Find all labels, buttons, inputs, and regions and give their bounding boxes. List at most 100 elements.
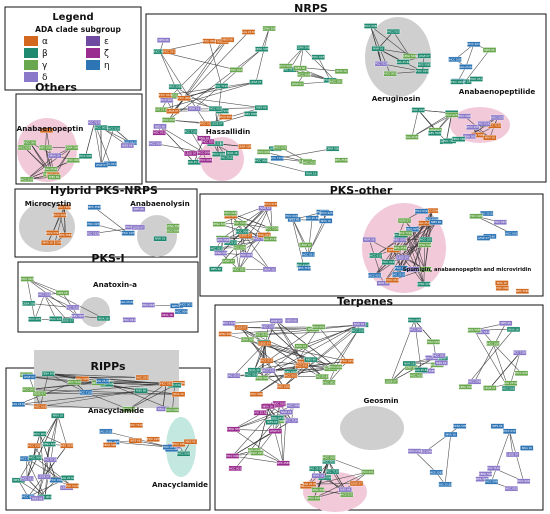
bgc-node-label: NIVA 16	[460, 80, 471, 84]
bgc-node-label: UHCC 0060	[457, 114, 472, 118]
bgc-node-box	[417, 281, 431, 287]
bgc-node-label: SAG 25.82	[61, 476, 75, 480]
bgc-node: LEGE 07	[417, 53, 431, 59]
bgc-node-label: UHCC 0251	[415, 69, 430, 73]
bgc-node-label: NIVA 16	[296, 344, 307, 348]
network-edge	[510, 352, 521, 384]
bgc-node-label: UHCC 0313	[122, 318, 137, 322]
bgc-node: LEGE 07	[397, 217, 412, 224]
bgc-node: SAG 25.82	[405, 134, 419, 140]
bgc-node: UHCC 0187	[426, 339, 441, 345]
bgc-node: UHCC 0032	[21, 386, 37, 393]
bgc-node-label: LEGE 07	[419, 54, 430, 58]
bgc-node: NIES 66	[293, 65, 307, 71]
bgc-node: UHCC 0060	[174, 308, 189, 315]
network-edge	[335, 330, 359, 368]
bgc-node-box	[396, 59, 410, 65]
bgc-node-box	[87, 119, 102, 126]
bgc-node-box	[432, 352, 446, 359]
network-edge	[94, 206, 129, 234]
bgc-node: UHCC 0187	[261, 323, 276, 330]
bgc-node: SAG 25.82	[396, 59, 410, 65]
bgc-node-label: NIES 3585	[471, 133, 485, 137]
bgc-node: UHCC 0313	[261, 368, 277, 374]
bgc-node: SAG 25.82	[61, 475, 75, 481]
bgc-node: SAG 25.82	[96, 378, 110, 384]
bgc-node-label: UHCC 0187	[171, 442, 186, 446]
bgc-node-label: LEGE 07	[351, 481, 362, 485]
bgc-node: UHCC 0313	[302, 159, 317, 166]
bgc-node-label: UHCC 0032	[223, 214, 238, 218]
network-edge	[474, 323, 506, 382]
network-edge	[275, 320, 303, 366]
group-label-aeruginosin: Aeruginosin	[372, 94, 421, 103]
network-edge	[232, 430, 276, 457]
bgc-node-box	[450, 79, 464, 85]
bgc-node-box	[385, 277, 399, 283]
bgc-node: PCC 7120	[65, 483, 79, 489]
bgc-node-box	[480, 210, 494, 217]
bgc-node-box	[426, 339, 441, 345]
legend-label-epsilon: ε	[104, 37, 109, 47]
bgc-node-box	[87, 204, 101, 210]
bgc-node: UHCC 0032	[158, 92, 173, 98]
bgc-node-label: LEGE 07	[270, 429, 281, 433]
bgc-node-label: UHCC 0060	[177, 96, 192, 100]
bgc-node-label: UHCC 0313	[167, 383, 182, 387]
bgc-node: UHCC 0060	[408, 327, 424, 333]
bgc-node-box	[453, 423, 467, 429]
bgc-node-box	[148, 140, 162, 147]
bgc-node-label: UHCC 0187	[199, 122, 214, 126]
network-edge	[369, 239, 426, 270]
bgc-node-label: CENA 508	[263, 26, 276, 30]
network-edge	[44, 415, 59, 498]
network-edge	[277, 148, 333, 159]
bgc-node-box	[299, 242, 313, 248]
bgc-node: UHCC 0251	[244, 371, 259, 378]
bgc-node-label: CENA 508	[214, 251, 227, 255]
bgc-node-box	[329, 364, 343, 370]
bgc-node-box	[482, 47, 497, 53]
bgc-node-label: LEGE 07	[240, 234, 251, 238]
bgc-node: SAG 25.82	[309, 465, 323, 472]
bgc-node-box	[402, 360, 416, 367]
bgc-node-box	[315, 373, 329, 380]
network-edge	[128, 383, 167, 410]
bgc-node-label: NIES 3585	[39, 146, 53, 150]
bgc-node-box	[11, 401, 26, 407]
bgc-node-label: UHCC 0313	[48, 317, 63, 321]
bgc-node-box	[411, 107, 425, 113]
bgc-node-label: UHCC 0313	[432, 354, 447, 358]
bgc-node-label: UHCC 0187	[322, 456, 337, 460]
network-edge	[414, 319, 434, 343]
network-edge	[414, 450, 437, 473]
bgc-node-label: UHCC 0251	[418, 238, 433, 242]
bgc-node: NIVA 16	[48, 152, 62, 159]
bgc-node-box	[32, 390, 47, 397]
bgc-node: UHCC 0313	[152, 130, 167, 136]
anacyclamide2-highlight	[166, 417, 196, 477]
bgc-node-box	[279, 409, 293, 415]
network-edge	[190, 131, 205, 153]
bgc-node: UHCC 0060	[202, 38, 217, 44]
network-edge	[377, 31, 394, 49]
bgc-node-box	[445, 112, 459, 118]
bgc-node-label: CENA 508	[103, 443, 116, 447]
bgc-node-box	[221, 258, 236, 264]
bgc-node-box	[256, 149, 271, 155]
bgc-node: UHCC 0187	[106, 125, 122, 132]
bgc-node-box	[484, 479, 499, 485]
bgc-node-box	[469, 76, 483, 82]
bgc-node: LEGE 07	[483, 385, 497, 391]
bgc-node-box	[399, 230, 413, 236]
bgc-node-box	[311, 54, 325, 60]
network-edge	[291, 216, 305, 269]
bgc-node: UHCC 0187	[121, 406, 136, 412]
bgc-node-box	[232, 266, 246, 273]
bgc-node-box	[78, 153, 93, 159]
network-edge	[26, 155, 55, 180]
bgc-node-box	[407, 317, 422, 323]
bgc-node-label: CENA 508	[479, 472, 492, 476]
bgc-node-label: NIES 3585	[60, 444, 74, 448]
